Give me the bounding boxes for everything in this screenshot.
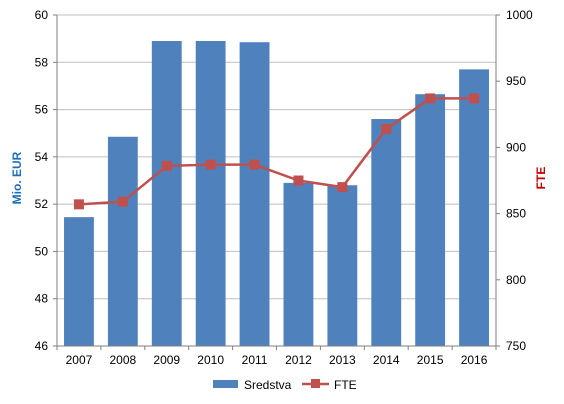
- fte-marker-2007: [73, 199, 84, 210]
- bar-2008: [107, 136, 138, 346]
- legend-label-sredstva: Sredstva: [244, 378, 292, 392]
- fte-marker-2013: [337, 182, 348, 193]
- x-tick-label: 2013: [329, 353, 356, 367]
- y-tick-label-left: 46: [35, 339, 49, 353]
- y-tick-label-right: 800: [506, 273, 526, 287]
- axes: [53, 14, 500, 350]
- y-tick-label-left: 60: [35, 8, 49, 22]
- bar-2010: [195, 41, 226, 346]
- x-tick-label: 2014: [373, 353, 400, 367]
- y-tick-label-right: 1000: [506, 8, 533, 22]
- fte-marker-2016: [469, 93, 480, 104]
- y-tick-label-left: 56: [35, 103, 49, 117]
- y-tick-label-right: 750: [506, 339, 526, 353]
- bar-2012: [283, 182, 314, 346]
- y-tick-label-left: 50: [35, 244, 49, 258]
- x-tick-label: 2007: [66, 353, 93, 367]
- y-axis-title-right: FTE: [534, 167, 548, 190]
- fte-marker-2014: [381, 123, 392, 134]
- y-tick-label-right: 900: [506, 140, 526, 154]
- x-tick-label: 2016: [461, 353, 488, 367]
- bar-2015: [415, 94, 446, 346]
- y-axis-title-left: Mio. EUR: [10, 151, 24, 204]
- fte-marker-2015: [425, 93, 436, 104]
- y-tick-label-left: 52: [35, 197, 49, 211]
- fte-marker-2009: [161, 160, 172, 171]
- legend-swatch-sredstva: [213, 380, 238, 388]
- y-tick-label-right: 850: [506, 207, 526, 221]
- x-tick-label: 2008: [109, 353, 136, 367]
- bar-2007: [64, 217, 94, 346]
- x-tick-label: 2011: [242, 353, 268, 367]
- fte-line: [78, 97, 475, 206]
- y-tick-label-right: 950: [506, 74, 526, 88]
- y-tick-label-left: 58: [35, 55, 49, 69]
- x-tick-label: 2010: [197, 353, 224, 367]
- legend-label-fte: FTE: [334, 378, 357, 392]
- x-tick-label: 2012: [285, 353, 312, 367]
- bar-2014: [371, 119, 402, 347]
- legend: Sredstva FTE: [213, 378, 357, 392]
- bar-2011: [239, 42, 270, 347]
- fte-marker-2012: [293, 175, 304, 186]
- bar-2013: [327, 185, 358, 346]
- y-tick-label-left: 54: [35, 150, 49, 164]
- fte-marker-2008: [117, 196, 128, 207]
- bar-series: [64, 41, 489, 347]
- y-tick-label-left: 48: [35, 292, 49, 306]
- x-tick-label: 2015: [417, 353, 444, 367]
- tick-labels: 46 48 50 52 54 56 58 60 750 800 850 900 950 1000 2007 2…: [35, 8, 533, 367]
- bar-2009: [151, 41, 182, 346]
- fte-marker-2010: [205, 159, 216, 170]
- fte-marker-2011: [249, 159, 260, 170]
- legend-swatch-fte-marker: [311, 379, 320, 388]
- line-series: [73, 93, 480, 210]
- bar-2016: [459, 69, 489, 346]
- x-tick-label: 2009: [153, 353, 180, 367]
